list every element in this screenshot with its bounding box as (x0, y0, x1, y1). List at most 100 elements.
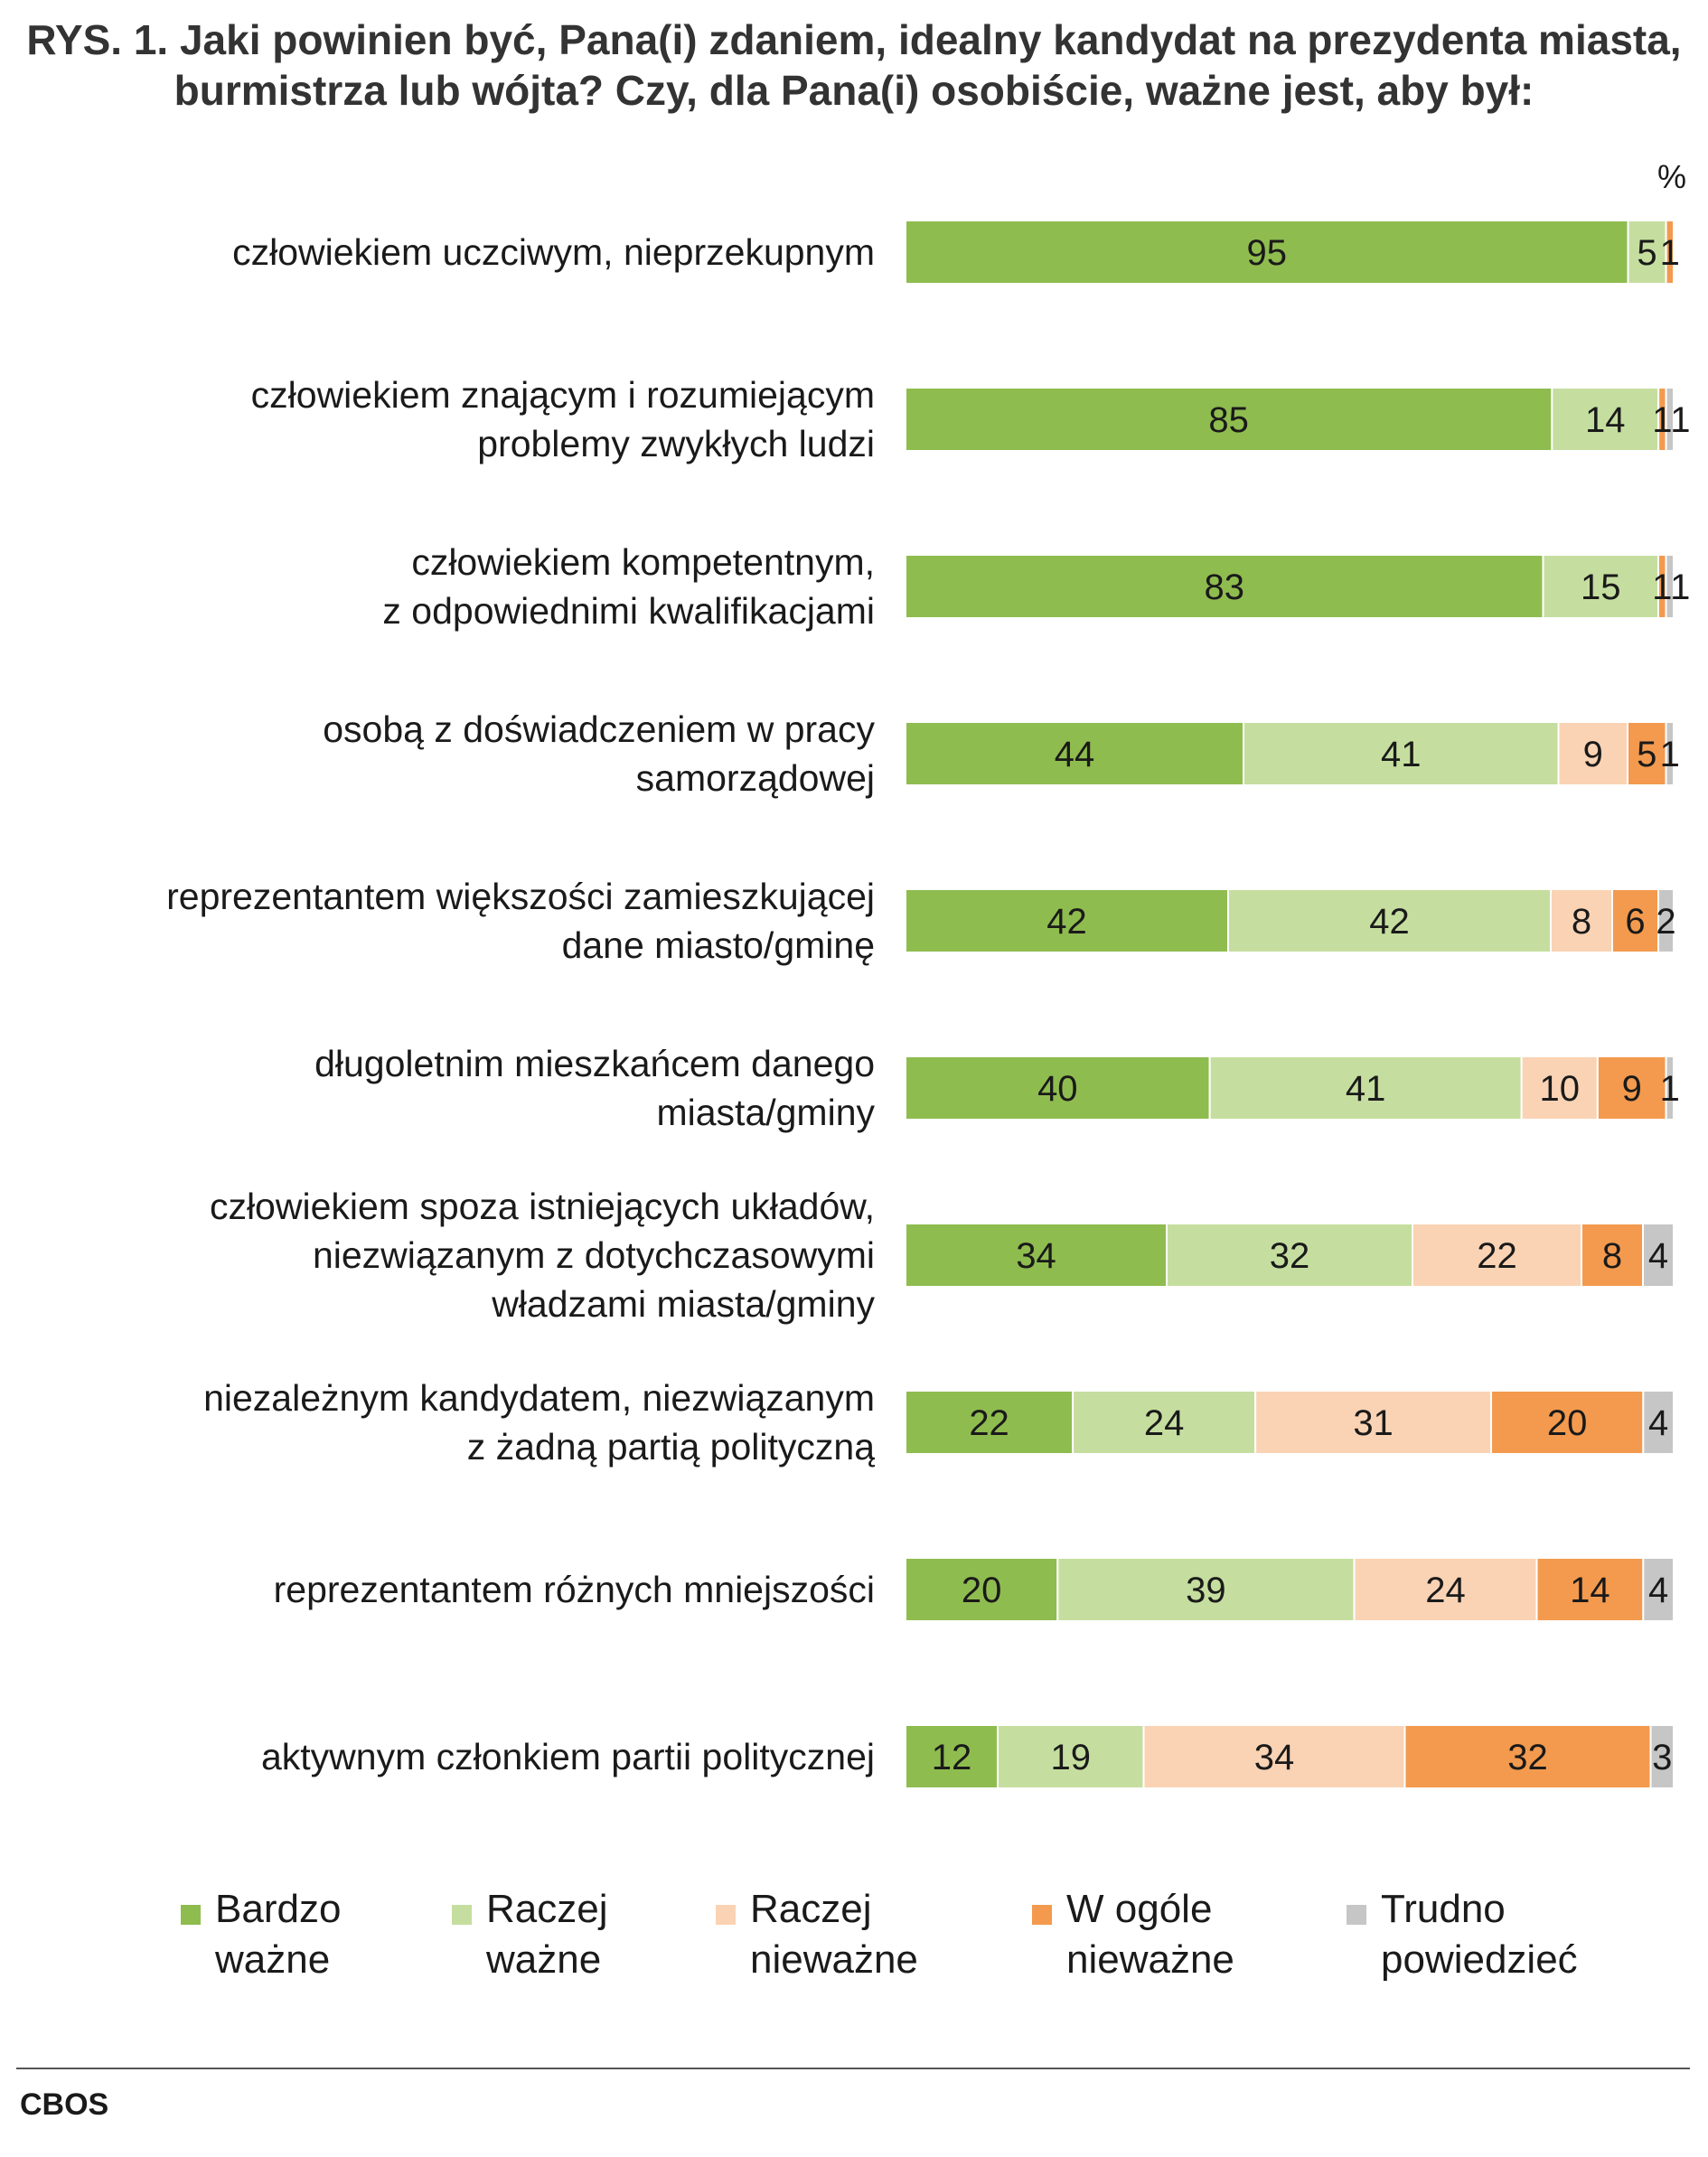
legend-label: Raczej ważne (486, 1887, 608, 1982)
data-label: 34 (1254, 1738, 1295, 1777)
bar-segment (1657, 888, 1675, 953)
data-label: 9 (1622, 1069, 1642, 1109)
data-label: 3 (1652, 1738, 1672, 1777)
bar-segment (905, 1390, 1075, 1455)
data-label: 8 (1602, 1236, 1622, 1276)
bar-segment (1665, 387, 1675, 452)
legend-swatch (716, 1905, 736, 1925)
legend-swatch (452, 1905, 472, 1925)
unit-label: % (1657, 158, 1686, 195)
data-label: 2 (1656, 902, 1675, 942)
data-label: 4 (1648, 1403, 1668, 1443)
bar-segment (1611, 888, 1659, 953)
data-label: 41 (1381, 735, 1422, 774)
bar-row: reprezentantem większości zamieszkującej… (166, 876, 1676, 966)
data-label: 15 (1581, 567, 1621, 607)
data-label: 42 (1369, 902, 1410, 942)
bar-segment (1243, 721, 1560, 786)
legend-swatch (1032, 1905, 1052, 1925)
data-label: 14 (1570, 1571, 1610, 1610)
bar-segment (1520, 1055, 1599, 1121)
bar-segment (905, 1724, 999, 1789)
bar-segment (1535, 1557, 1645, 1622)
bar-segment (1665, 721, 1675, 786)
bar-segment (1642, 1390, 1675, 1455)
data-label: 39 (1186, 1571, 1226, 1610)
legend-label: Raczej nieważne (750, 1887, 918, 1982)
bar-segment (1542, 554, 1659, 619)
data-label: 31 (1353, 1403, 1394, 1443)
bar-row: człowiekiem spoza istniejących układów, n… (210, 1186, 1675, 1325)
bar-row: reprezentantem różnych mniejszości 20 39 24… (274, 1557, 1675, 1622)
data-label: 4 (1648, 1571, 1668, 1610)
bar-segment (1412, 1223, 1582, 1288)
data-label: 1 (1652, 567, 1672, 607)
bar-segment (905, 1557, 1059, 1622)
data-label: 1 (1670, 400, 1690, 440)
category-label: osobą z doświadczeniem w pracy samorządow… (323, 708, 875, 799)
bar-segment (905, 888, 1229, 953)
data-label: 34 (1016, 1236, 1056, 1276)
bar-segment (1551, 387, 1660, 452)
category-label: niezależnym kandydatem, niezwiązanym z ża… (203, 1377, 875, 1468)
data-label: 14 (1585, 400, 1626, 440)
bar-segment (905, 721, 1244, 786)
category-label: aktywnym członkiem partii politycznej (261, 1736, 875, 1777)
data-label: 12 (932, 1738, 972, 1777)
bar-segment (1627, 721, 1667, 786)
bar-segment (1056, 1557, 1356, 1622)
legend-label: Bardzo ważne (215, 1887, 342, 1982)
data-label: 5 (1637, 233, 1656, 273)
bar-row: człowiekiem znającym i rozumiejącym probl… (251, 374, 1691, 464)
data-label: 1 (1670, 567, 1690, 607)
data-label: 6 (1625, 902, 1645, 942)
legend-swatch (181, 1905, 201, 1925)
category-label: reprezentantem większości zamieszkującej… (166, 876, 875, 966)
data-label: 32 (1507, 1738, 1548, 1777)
data-label: 40 (1037, 1069, 1078, 1109)
legend-label: W ogóle nieważne (1066, 1887, 1234, 1982)
data-label: 24 (1144, 1403, 1185, 1443)
data-label: 44 (1055, 735, 1095, 774)
bar-segment (1665, 1055, 1675, 1121)
bar-segment (1642, 1223, 1675, 1288)
data-label: 85 (1208, 400, 1249, 440)
bar-row: człowiekiem kompetentnym, z odpowiednimi … (382, 541, 1690, 632)
bar-segment (1596, 1055, 1667, 1121)
bar-row: człowiekiem uczciwym, nieprzekupnym 95 5 1 (232, 220, 1680, 285)
bar-segment (1490, 1390, 1645, 1455)
chart-title: RYS. 1. Jaki powinien być, Pana(i) zdani… (26, 16, 1682, 114)
stacked-bar-chart: %człowiekiem uczciwym, nieprzekupnym 95 5 1… (166, 158, 1691, 1789)
legend-label: Trudno powiedzieć (1381, 1887, 1578, 1982)
bar-segment (1665, 220, 1675, 285)
bar-segment (1581, 1223, 1644, 1288)
data-label: 5 (1637, 735, 1656, 774)
source-label: CBOS (20, 2087, 109, 2122)
data-label: 42 (1046, 902, 1087, 942)
bar-segment (1557, 721, 1628, 786)
legend-swatch (1347, 1905, 1366, 1925)
data-label: 1 (1660, 1069, 1680, 1109)
bar-segment (1142, 1724, 1406, 1789)
data-label: 20 (962, 1571, 1002, 1610)
data-label: 32 (1270, 1236, 1310, 1276)
data-label: 4 (1648, 1236, 1668, 1276)
footer-divider (16, 2068, 1690, 2069)
data-label: 1 (1652, 400, 1672, 440)
data-label: 22 (969, 1403, 1009, 1443)
bar-segment (1642, 1557, 1675, 1622)
data-label: 20 (1547, 1403, 1588, 1443)
bar-segment (1166, 1223, 1413, 1288)
bar-segment (1665, 554, 1675, 619)
bar-segment (1072, 1390, 1257, 1455)
category-label: człowiekiem uczciwym, nieprzekupnym (232, 231, 875, 273)
data-label: 22 (1477, 1236, 1517, 1276)
category-label: długoletnim mieszkańcem danego miasta/gmi… (314, 1043, 875, 1133)
data-label: 9 (1583, 735, 1603, 774)
bar-segment (1403, 1724, 1652, 1789)
bar-segment (1208, 1055, 1523, 1121)
data-label: 10 (1540, 1069, 1581, 1109)
bar-row: osobą z doświadczeniem w pracy samorządow… (323, 708, 1680, 799)
chart-legend: Bardzo ważne Raczej ważne Raczej nieważne W… (0, 1884, 1708, 2011)
category-label: człowiekiem kompetentnym, z odpowiednimi … (382, 541, 875, 632)
